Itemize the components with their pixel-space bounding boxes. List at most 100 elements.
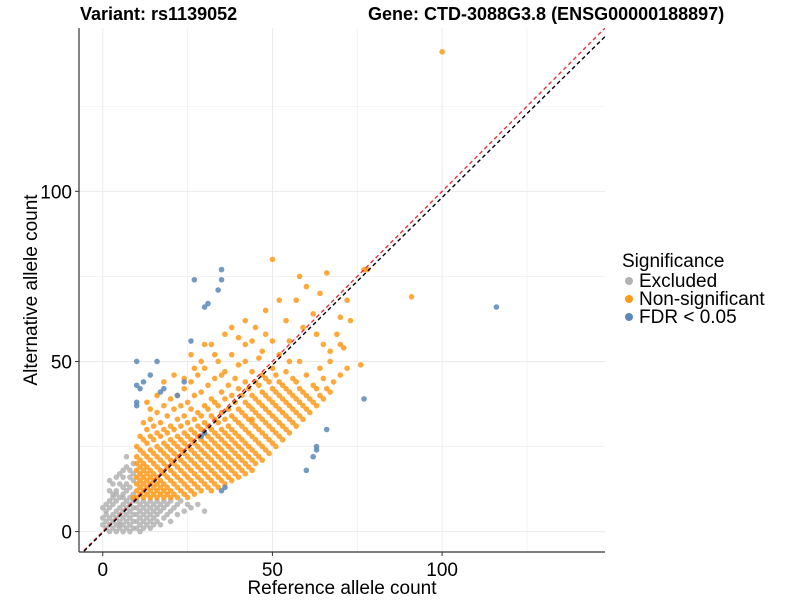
point-non-significant [161,481,167,487]
point-non-significant [222,416,228,423]
point-non-significant [242,379,249,385]
point-fdr-0-05 [493,304,500,310]
point-non-significant [235,474,242,480]
point-non-significant [283,426,289,433]
point-non-significant [218,467,225,474]
point-non-significant [191,416,198,423]
point-non-significant [211,351,218,358]
point-excluded [99,521,106,528]
point-non-significant [252,450,259,457]
point-fdr-0-05 [323,426,330,433]
point-excluded [133,525,140,531]
point-excluded [113,491,120,497]
point-fdr-0-05 [205,300,211,307]
point-non-significant [194,443,201,450]
point-non-significant [249,447,255,453]
point-non-significant [245,402,252,409]
point-non-significant [191,430,198,436]
point-non-significant [211,481,218,487]
point-fdr-0-05 [174,392,181,399]
point-non-significant [283,385,289,392]
point-non-significant [167,487,174,494]
point-non-significant [252,409,259,416]
point-non-significant [188,447,194,453]
point-excluded [154,511,160,518]
point-non-significant [249,338,255,344]
point-non-significant [215,443,221,450]
point-non-significant [232,470,238,477]
point-excluded [137,528,143,535]
point-non-significant [208,413,215,419]
point-non-significant [262,375,269,382]
point-excluded [144,515,150,521]
point-non-significant [133,460,140,467]
point-non-significant [154,430,160,436]
point-non-significant [323,385,330,392]
point-excluded [127,528,133,535]
point-non-significant [198,413,204,419]
point-non-significant [147,406,154,412]
point-non-significant [242,450,249,457]
point-non-significant [184,474,191,480]
point-non-significant [273,402,279,409]
point-non-significant [215,402,221,409]
point-non-significant [133,453,140,460]
point-non-significant [249,406,255,412]
point-excluded [120,484,126,491]
point-non-significant [289,406,296,412]
point-non-significant [205,433,211,440]
point-non-significant [184,484,191,491]
legend-label-excluded: Excluded [639,270,718,292]
point-excluded [161,515,167,521]
point-non-significant [439,49,445,55]
point-non-significant [235,406,242,412]
point-non-significant [300,416,306,423]
point-non-significant [235,443,242,450]
point-excluded [106,515,113,521]
point-non-significant [327,389,333,395]
point-excluded [133,511,140,518]
point-non-significant [201,470,208,477]
point-non-significant [178,467,184,474]
point-non-significant [269,440,276,446]
point-excluded [127,508,133,514]
point-non-significant [140,474,147,480]
point-non-significant [164,443,171,450]
point-non-significant [320,375,327,382]
point-non-significant [191,365,198,372]
legend: Significance Excluded Non-significant FD… [622,252,765,327]
point-non-significant [245,443,252,450]
point-non-significant [215,453,221,460]
point-non-significant [154,392,160,399]
point-non-significant [262,331,269,338]
point-non-significant [205,474,211,480]
point-non-significant [239,423,245,429]
point-non-significant [161,440,167,446]
point-non-significant [225,453,232,460]
point-non-significant [188,467,194,474]
point-excluded [137,515,143,521]
point-non-significant [140,460,147,467]
point-non-significant [198,487,204,494]
point-non-significant [225,474,232,480]
point-non-significant [286,338,293,344]
point-non-significant [164,413,171,419]
point-non-significant [269,399,276,406]
point-non-significant [300,402,306,409]
point-excluded [106,498,113,504]
axes [78,28,605,553]
point-non-significant [340,345,347,351]
chart-title-gene: Gene: CTD-3088G3.8 (ENSG00000188897) [368,4,725,24]
point-excluded [161,504,167,511]
point-non-significant [242,358,249,365]
point-non-significant [256,440,262,446]
point-non-significant [181,450,187,457]
point-non-significant [296,399,303,406]
point-excluded [113,528,120,535]
x-tick-label: 100 [426,560,458,581]
point-non-significant [235,334,242,341]
legend-item-fdr: FDR < 0.05 [622,308,765,327]
point-non-significant [222,331,228,338]
point-non-significant [266,409,272,416]
point-non-significant [279,396,286,402]
